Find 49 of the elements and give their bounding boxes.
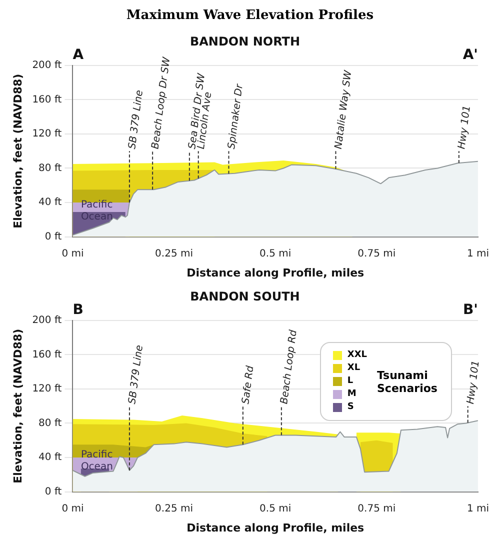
y-tick-label: 80 ft: [38, 162, 62, 174]
x-tick-label: 0.75 mi: [358, 248, 396, 260]
ref-line-label: Hwy 101: [456, 104, 473, 150]
y-tick-label: 120 ft: [32, 128, 62, 140]
legend-label: L: [347, 375, 354, 388]
x-tick-label: 0.5 mi: [260, 248, 292, 260]
legend-label: XXL: [347, 349, 367, 362]
legend-label: S: [347, 401, 354, 414]
x-tick-label: 0.75 mi: [358, 503, 396, 514]
ref-line-label: Natalie Way SW: [333, 68, 354, 150]
y-tick-label: 0 ft: [44, 231, 62, 242]
ref-line-label: SB 379 Line: [127, 89, 146, 150]
x-tick-label: 0.25 mi: [155, 503, 194, 514]
y-axis-title: Elevation, feet (NAVD88): [11, 74, 24, 228]
text: B: [72, 302, 84, 318]
ref-line-label: SB 379 Line: [127, 344, 146, 405]
y-tick-label: 40 ft: [38, 197, 62, 208]
y-tick-label: 160 ft: [32, 349, 62, 360]
chart-title: Maximum Wave Elevation Profiles: [125, 8, 375, 23]
y-axis-title: Elevation, feet (NAVD88): [11, 328, 24, 484]
y-tick-label: 80 ft: [38, 418, 62, 429]
legend-label: XL: [347, 362, 360, 375]
chart-subtitle: BANDON NORTH: [190, 34, 300, 48]
legend-label: M: [347, 388, 356, 401]
y-tick-label: 0 ft: [44, 486, 62, 498]
legend-title: Tsunami Scenarios: [377, 368, 438, 394]
y-tick-label: 40 ft: [38, 452, 62, 464]
x-tick-label: 1 mi: [466, 248, 489, 260]
ref-line-label: Safe Rd: [240, 364, 256, 405]
y-tick-label: 200 ft: [32, 60, 62, 71]
x-tick-label: 0 mi: [62, 248, 84, 260]
ref-line-label: Beach Loop Rd: [279, 328, 300, 405]
text: B': [463, 302, 478, 318]
ref-line-label: Hwy 101: [465, 360, 482, 405]
ref-line-label: Beach Loop Dr SW: [150, 55, 173, 150]
x-tick-label: 0 mi: [62, 503, 84, 514]
x-axis-title: Distance along Profile, miles: [186, 521, 365, 534]
x-axis-title: Distance along Profile, miles: [186, 266, 365, 280]
x-tick-label: 0.5 mi: [260, 503, 292, 514]
x-tick-label: 1 mi: [466, 503, 489, 514]
x-tick-label: 0.25 mi: [155, 248, 194, 260]
y-tick-label: 200 ft: [32, 314, 62, 326]
y-tick-label: 120 ft: [32, 384, 62, 395]
ref-line-label: Spinnaker Dr: [226, 82, 246, 150]
text: A: [72, 47, 84, 64]
y-tick-label: 160 ft: [32, 94, 62, 106]
annotation: Pacific Ocean: [80, 200, 113, 223]
chart-subtitle: BANDON SOUTH: [190, 289, 300, 304]
text: A': [462, 47, 478, 64]
